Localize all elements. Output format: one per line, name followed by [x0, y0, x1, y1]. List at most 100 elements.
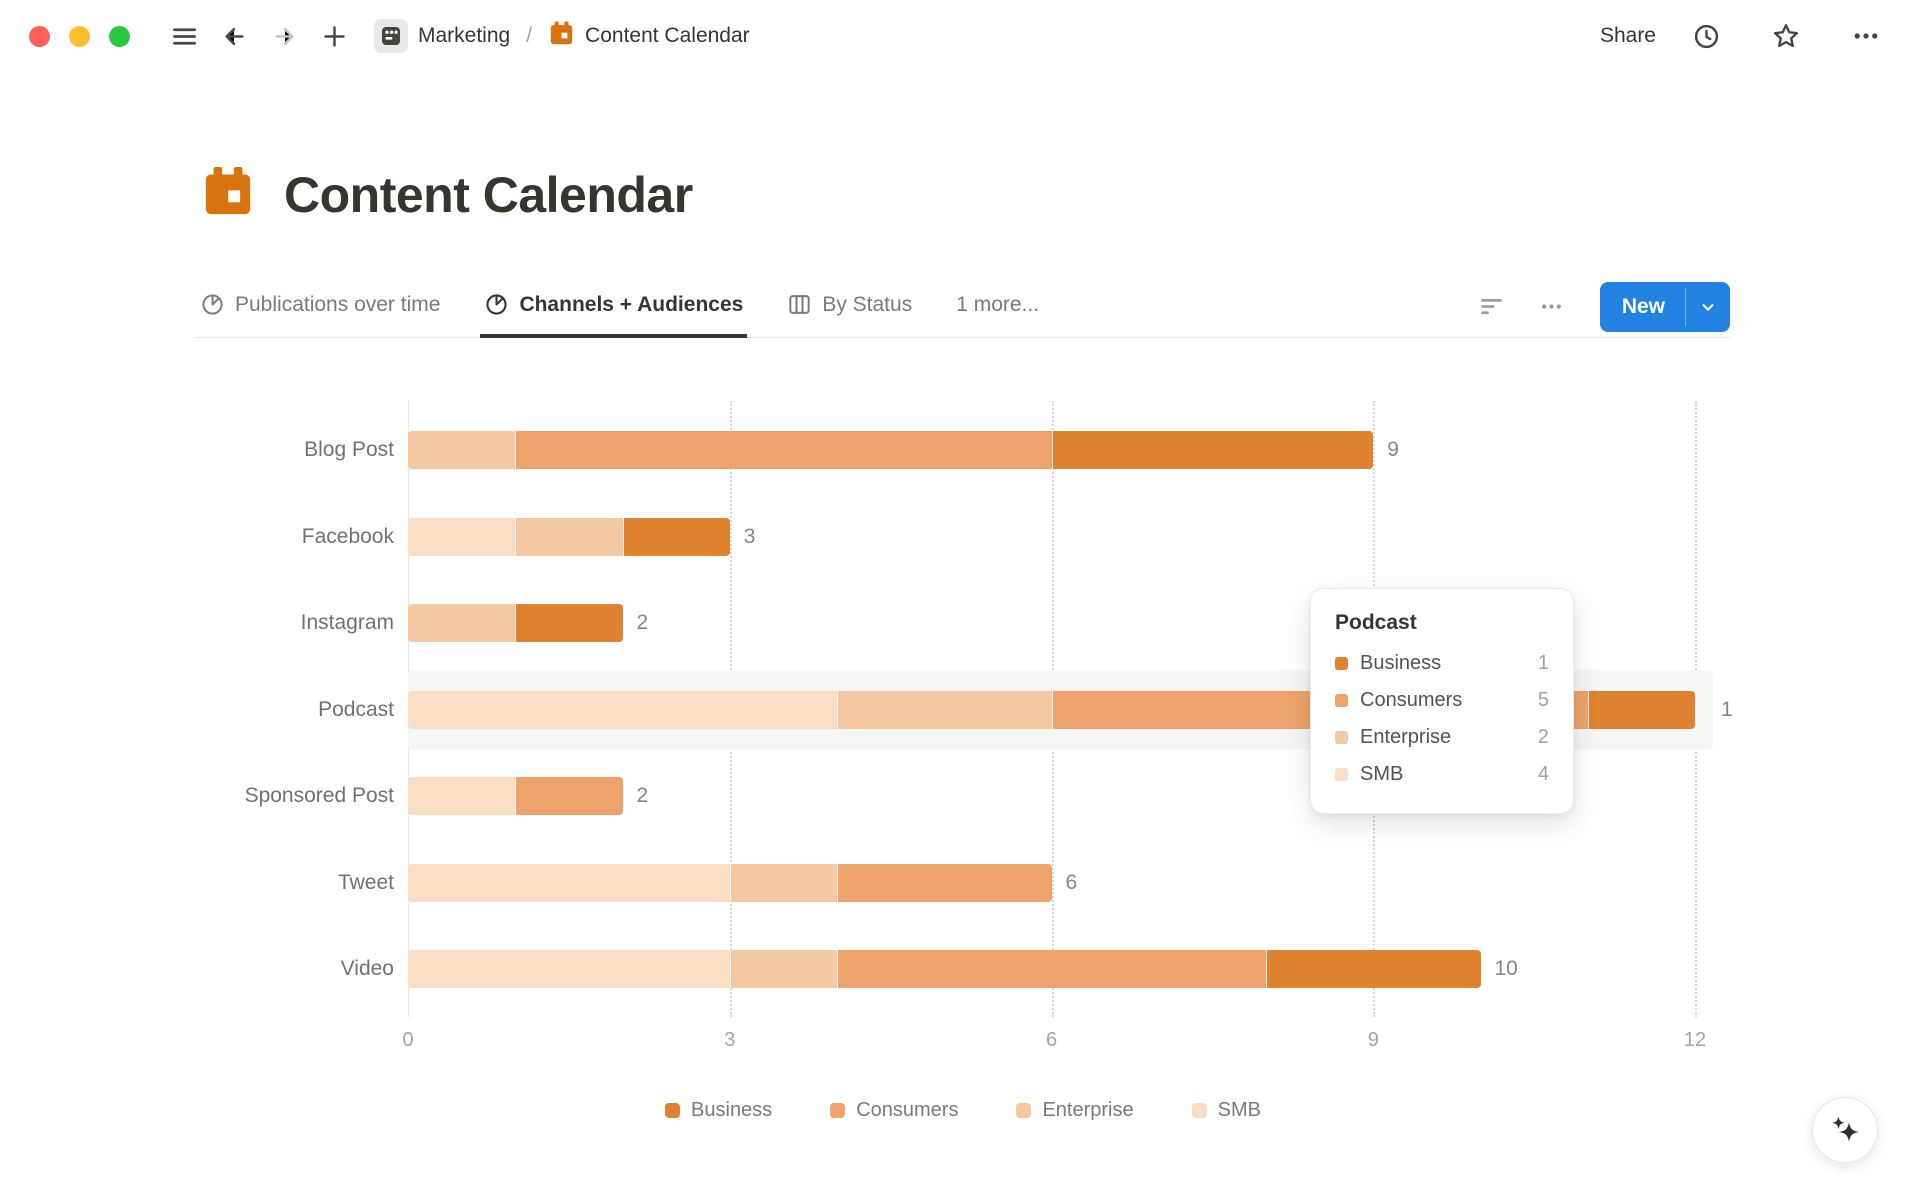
bar-segment-consumers[interactable]: [515, 431, 1052, 469]
new-button-divider: [1685, 287, 1686, 326]
back-arrow-icon[interactable]: [214, 16, 254, 56]
share-button[interactable]: Share: [1599, 24, 1656, 47]
legend-label: Consumers: [856, 1098, 959, 1121]
page-history-clock-icon[interactable]: [1686, 16, 1726, 56]
bar-segment-consumers[interactable]: [515, 777, 623, 815]
tab-by-status[interactable]: By Status: [783, 276, 916, 338]
page-header: Content Calendar: [200, 164, 693, 225]
chart-tooltip: Podcast Business 1 Consumers 5 Enterprise 2 SM…: [1310, 588, 1574, 814]
bar-segment-consumers[interactable]: [837, 950, 1266, 988]
more-options-icon[interactable]: [1846, 16, 1886, 56]
breadcrumb-page-label: Content Calendar: [585, 24, 750, 47]
tooltip-swatch: [1335, 768, 1348, 781]
stacked-bar[interactable]: [408, 777, 623, 815]
legend-item-consumers[interactable]: Consumers: [830, 1099, 958, 1122]
chart-x-axis: 0 3 6 9 12: [402, 1028, 1706, 1057]
tooltip-series-name: Business: [1360, 652, 1442, 674]
bar-segment-business[interactable]: [1587, 690, 1695, 729]
stacked-bar[interactable]: [408, 431, 1374, 469]
breadcrumb: Marketing / Content Calendar: [368, 15, 756, 57]
bar-segment-smb[interactable]: [408, 950, 730, 988]
bar-segment-enterprise[interactable]: [837, 690, 1052, 729]
bar-value-label: 2: [636, 784, 649, 808]
bar-segment-enterprise[interactable]: [408, 431, 516, 469]
x-tick-label: 0: [402, 1028, 414, 1051]
page-calendar-icon[interactable]: [200, 164, 256, 225]
category-label: Tweet: [337, 870, 394, 894]
x-tick-label: 9: [1367, 1028, 1379, 1051]
legend-label: SMB: [1217, 1098, 1261, 1121]
tooltip-series-value: 4: [1537, 763, 1549, 785]
legend-item-smb[interactable]: SMB: [1191, 1098, 1261, 1122]
bar-segment-business[interactable]: [1051, 431, 1374, 469]
favorite-star-icon[interactable]: [1766, 16, 1806, 56]
tooltip-series-name: SMB: [1360, 763, 1404, 785]
teamspace-icon: [374, 19, 408, 53]
bar-track: 2: [408, 753, 1695, 840]
x-tick-label: 12: [1683, 1028, 1707, 1051]
tab-more-views[interactable]: 1 more...: [956, 292, 1040, 316]
tooltip-rows: Business 1 Consumers 5 Enterprise 2 SMB 4: [1335, 645, 1549, 793]
new-button[interactable]: New: [1599, 281, 1730, 332]
bar-segment-smb[interactable]: [408, 517, 516, 556]
new-button-label[interactable]: New: [1621, 294, 1665, 318]
window-controls: [29, 25, 130, 47]
breadcrumb-page[interactable]: Content Calendar: [542, 16, 756, 57]
bar-segment-business[interactable]: [1266, 950, 1481, 988]
legend-swatch: [1191, 1102, 1207, 1118]
view-tabs-bar: Publications over time Channels + Audien…: [196, 276, 1730, 338]
bar-track: 10: [408, 926, 1695, 1013]
category-label: Sponsored Post: [244, 784, 394, 808]
breadcrumb-workspace[interactable]: Marketing: [368, 15, 516, 57]
breadcrumb-workspace-label: Marketing: [418, 24, 511, 47]
chart-legend: Business Consumers Enterprise SMB: [196, 1099, 1730, 1122]
tooltip-series-value: 2: [1537, 726, 1549, 748]
bar-segment-enterprise[interactable]: [515, 517, 623, 556]
forward-arrow-icon[interactable]: [264, 16, 304, 56]
view-more-options-icon[interactable]: [1534, 289, 1570, 325]
chevron-down-icon[interactable]: [1686, 282, 1730, 332]
tooltip-swatch: [1335, 657, 1348, 670]
bar-segment-smb[interactable]: [408, 777, 516, 815]
sidebar-toggle-icon[interactable]: [164, 16, 204, 56]
tooltip-row-consumers: Consumers 5: [1335, 682, 1549, 719]
bar-track: 3: [408, 494, 1695, 581]
stacked-bar[interactable]: [408, 950, 1481, 988]
new-page-plus-icon[interactable]: [314, 16, 354, 56]
bar-value-label: 3: [743, 524, 756, 548]
legend-item-business[interactable]: Business: [665, 1099, 772, 1122]
bar-segment-enterprise[interactable]: [729, 950, 837, 988]
titlebar-actions: Share: [1600, 16, 1886, 56]
bar-segment-enterprise[interactable]: [408, 604, 516, 642]
tab-publications-over-time[interactable]: Publications over time: [196, 276, 444, 338]
bar-segment-smb[interactable]: [408, 690, 837, 729]
zoom-window-button[interactable]: [109, 25, 130, 47]
legend-item-enterprise[interactable]: Enterprise: [1016, 1098, 1134, 1122]
bar-value-label: 2: [636, 611, 649, 635]
tooltip-row-enterprise: Enterprise 2: [1335, 719, 1549, 756]
tooltip-series-name: Enterprise: [1360, 726, 1452, 748]
stacked-bar[interactable]: [408, 604, 623, 642]
ai-assistant-button[interactable]: [1812, 1097, 1878, 1163]
tab-channels-audiences[interactable]: Channels + Audiences: [480, 276, 748, 338]
stacked-bar[interactable]: [408, 863, 1052, 902]
pie-chart-icon: [202, 294, 223, 315]
bar-segment-business[interactable]: [622, 517, 730, 556]
bar-segment-enterprise[interactable]: [729, 863, 837, 902]
bar-segment-consumers[interactable]: [837, 863, 1052, 902]
sparkles-icon: [1832, 1116, 1859, 1142]
x-tick-label: 3: [724, 1028, 736, 1051]
tooltip-row-smb: SMB 4: [1335, 756, 1549, 793]
bar-track: 6: [408, 840, 1695, 927]
bar-segment-smb[interactable]: [408, 863, 730, 902]
tooltip-swatch: [1335, 731, 1348, 744]
filter-sort-icon[interactable]: [1474, 289, 1510, 325]
window-titlebar: Marketing / Content Calendar Share: [0, 0, 1920, 72]
legend-label: Enterprise: [1042, 1098, 1134, 1121]
minimize-window-button[interactable]: [69, 25, 90, 47]
close-window-button[interactable]: [29, 25, 50, 47]
chart-row-blog-post: Blog Post 9: [196, 407, 1730, 494]
stacked-bar[interactable]: [408, 517, 730, 556]
bar-segment-business[interactable]: [515, 604, 623, 642]
